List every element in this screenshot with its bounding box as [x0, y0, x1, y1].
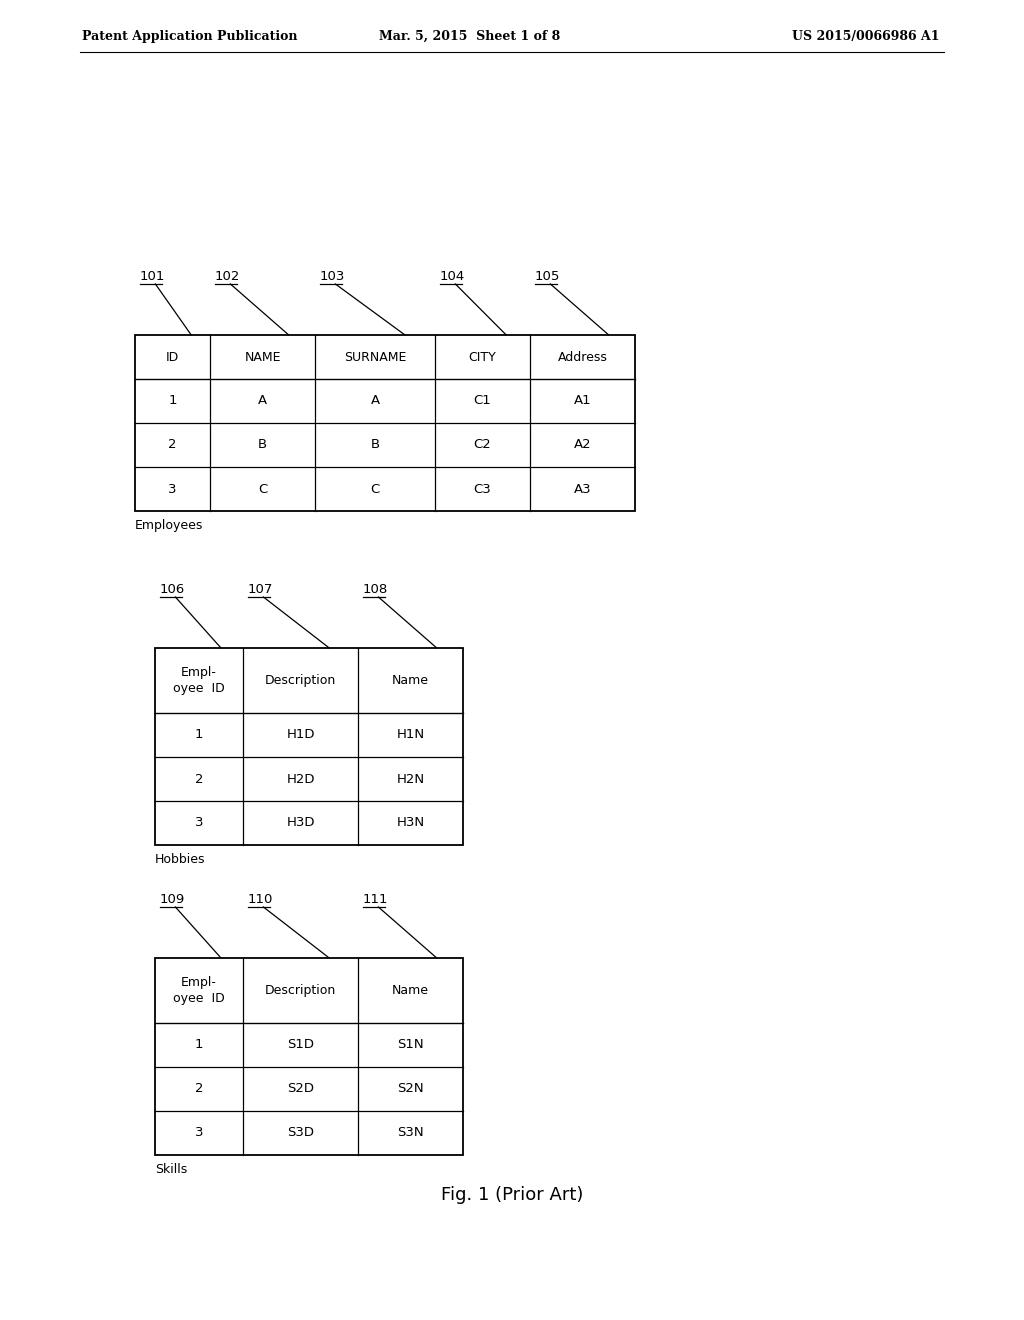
Text: Mar. 5, 2015  Sheet 1 of 8: Mar. 5, 2015 Sheet 1 of 8 [379, 30, 560, 44]
Text: 3: 3 [195, 1126, 203, 1139]
Text: A: A [258, 395, 267, 408]
Text: 1: 1 [195, 1039, 203, 1052]
Text: H3N: H3N [396, 817, 425, 829]
Text: 3: 3 [168, 483, 177, 495]
Text: Skills: Skills [155, 1163, 187, 1176]
Text: A2: A2 [573, 438, 591, 451]
Text: B: B [371, 438, 380, 451]
Text: Hobbies: Hobbies [155, 853, 206, 866]
Text: A1: A1 [573, 395, 591, 408]
Text: H1N: H1N [396, 729, 425, 742]
Text: C2: C2 [474, 438, 492, 451]
Text: Patent Application Publication: Patent Application Publication [82, 30, 298, 44]
Text: 104: 104 [440, 271, 465, 282]
Text: 2: 2 [195, 772, 203, 785]
Text: 1: 1 [195, 729, 203, 742]
Text: H2D: H2D [287, 772, 314, 785]
Text: 107: 107 [248, 583, 273, 597]
Text: CITY: CITY [469, 351, 497, 363]
Text: Description: Description [265, 983, 336, 997]
Text: H2N: H2N [396, 772, 425, 785]
Bar [155, 958, 463, 1155]
Text: 2: 2 [195, 1082, 203, 1096]
Text: 108: 108 [362, 583, 388, 597]
Bar [155, 648, 463, 845]
Text: C3: C3 [474, 483, 492, 495]
Text: B: B [258, 438, 267, 451]
Text: 1: 1 [168, 395, 177, 408]
Text: C1: C1 [474, 395, 492, 408]
Text: S1D: S1D [287, 1039, 314, 1052]
Text: Fig. 1 (Prior Art): Fig. 1 (Prior Art) [440, 1185, 584, 1204]
Text: Employees: Employees [135, 519, 204, 532]
Bar [135, 335, 635, 511]
Text: A: A [371, 395, 380, 408]
Text: S2N: S2N [397, 1082, 424, 1096]
Text: A3: A3 [573, 483, 591, 495]
Text: Empl-
oyee  ID: Empl- oyee ID [173, 667, 225, 696]
Text: ID: ID [166, 351, 179, 363]
Text: 111: 111 [362, 894, 388, 906]
Text: S1N: S1N [397, 1039, 424, 1052]
Text: 2: 2 [168, 438, 177, 451]
Text: Name: Name [392, 983, 429, 997]
Text: 105: 105 [535, 271, 560, 282]
Text: 101: 101 [140, 271, 165, 282]
Text: NAME: NAME [245, 351, 281, 363]
Text: 106: 106 [160, 583, 185, 597]
Text: US 2015/0066986 A1: US 2015/0066986 A1 [793, 30, 940, 44]
Text: H3D: H3D [287, 817, 314, 829]
Text: 102: 102 [215, 271, 241, 282]
Text: Address: Address [557, 351, 607, 363]
Text: SURNAME: SURNAME [344, 351, 407, 363]
Text: S2D: S2D [287, 1082, 314, 1096]
Text: Empl-
oyee  ID: Empl- oyee ID [173, 975, 225, 1005]
Text: Name: Name [392, 675, 429, 686]
Text: S3D: S3D [287, 1126, 314, 1139]
Text: 3: 3 [195, 817, 203, 829]
Text: Description: Description [265, 675, 336, 686]
Text: H1D: H1D [287, 729, 314, 742]
Text: C: C [371, 483, 380, 495]
Text: 103: 103 [319, 271, 345, 282]
Text: 110: 110 [248, 894, 273, 906]
Text: S3N: S3N [397, 1126, 424, 1139]
Text: 109: 109 [160, 894, 185, 906]
Text: C: C [258, 483, 267, 495]
